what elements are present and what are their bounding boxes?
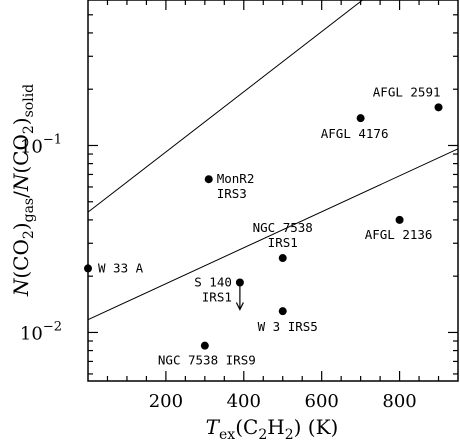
lower-curve: [87, 148, 459, 321]
point-label: AFGL 2136: [365, 227, 433, 242]
x-tick-label: 200: [149, 391, 183, 412]
x-label-tail-a: (C: [235, 415, 258, 439]
x-label-sub: ex: [219, 427, 235, 443]
fit-lines: [87, 0, 459, 321]
data-point: [84, 264, 92, 273]
axis-ticks: [88, 0, 458, 381]
point-label: NGC 7538 IRS9: [158, 353, 256, 368]
point-label: MonR2: [217, 171, 255, 186]
plot-frame: [87, 0, 459, 382]
tick-labels: 200 400 600 800 10−2 10−1: [20, 132, 417, 412]
point-label: IRS3: [217, 186, 247, 201]
y-tick-label: 10−1: [20, 132, 62, 157]
x-tick-label: 800: [382, 391, 416, 412]
y-tick-label: 10−2: [20, 319, 62, 344]
x-label-tail-sub: 2: [258, 427, 267, 443]
data-point: [395, 215, 404, 224]
point-label: IRS1: [268, 235, 298, 250]
data-point: [204, 175, 213, 184]
upper-limit-arrowhead: [235, 302, 244, 311]
x-label-main: T: [206, 415, 221, 439]
point-label: AFGL 4176: [321, 126, 389, 141]
point-label: W 3 IRS5: [258, 319, 318, 334]
data-point: [278, 307, 287, 316]
x-label-tail-b: H: [267, 415, 284, 439]
data-points: [84, 103, 443, 350]
data-point: [200, 341, 209, 350]
y-axis-label: N(CO2)gas/N(CO2)solid: [9, 84, 37, 297]
point-label: NGC 7538: [253, 220, 313, 235]
point-label: IRS1: [202, 290, 232, 305]
upper-curve: [87, 0, 363, 213]
x-axis-label: Tex(C2H2) (K): [206, 415, 339, 443]
point-label: S 140: [194, 275, 232, 290]
x-label-tail-c: ) (K): [294, 415, 339, 439]
data-point: [278, 254, 287, 263]
data-point: [356, 114, 365, 123]
x-tick-label: 600: [305, 391, 339, 412]
point-label: W 33 A: [98, 260, 144, 275]
data-point: [434, 103, 443, 112]
point-label: AFGL 2591: [373, 84, 441, 99]
x-label-tail-sub2: 2: [285, 427, 294, 443]
x-tick-label: 400: [227, 391, 261, 412]
